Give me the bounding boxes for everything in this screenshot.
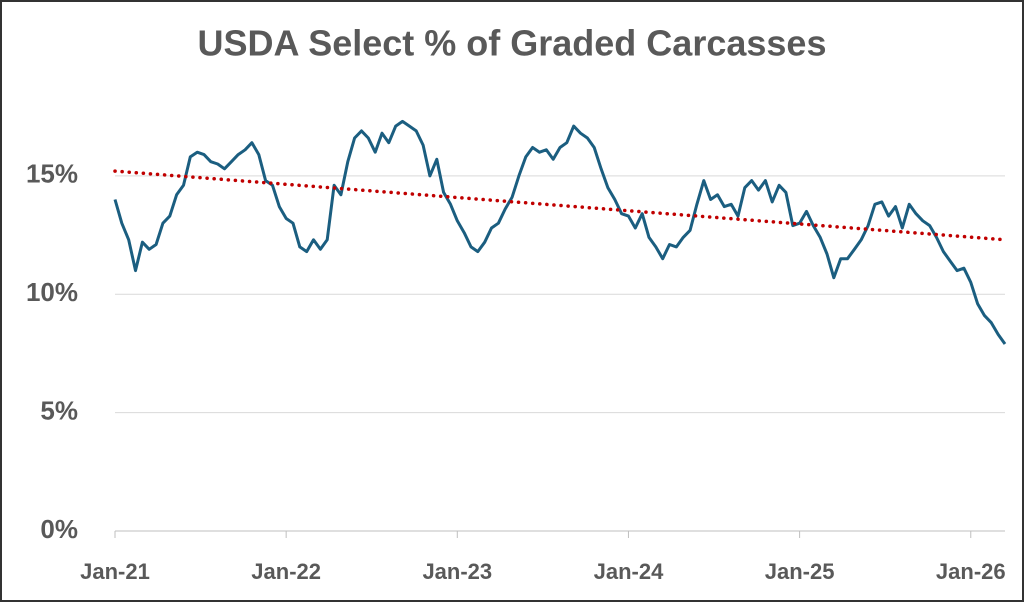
x-tick-label: Jan-24 (594, 559, 664, 584)
trend-line (113, 169, 1007, 242)
y-tick-label: 0% (40, 514, 78, 544)
x-tick-label: Jan-21 (80, 559, 150, 584)
x-tick-label: Jan-25 (765, 559, 835, 584)
x-tick-label: Jan-22 (251, 559, 321, 584)
x-tick-label: Jan-26 (936, 559, 1006, 584)
x-tick-label: Jan-23 (422, 559, 492, 584)
y-tick-label: 15% (26, 159, 78, 189)
data-line (113, 119, 1007, 345)
y-tick-label: 10% (26, 277, 78, 307)
y-tick-label: 5% (40, 395, 78, 425)
chart-title: USDA Select % of Graded Carcasses (198, 23, 827, 64)
